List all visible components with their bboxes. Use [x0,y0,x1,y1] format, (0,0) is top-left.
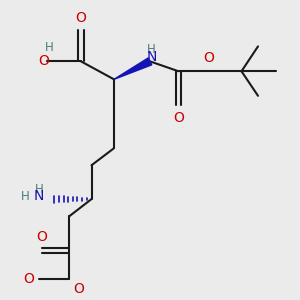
Polygon shape [114,58,152,79]
Text: N: N [33,189,44,203]
Text: O: O [203,51,214,65]
Text: H: H [21,190,30,202]
Text: H: H [45,41,54,54]
Text: O: O [76,11,86,26]
Text: N: N [146,50,157,64]
Text: O: O [39,54,50,68]
Text: O: O [173,111,184,125]
Text: O: O [74,282,84,296]
Text: O: O [37,230,47,244]
Text: O: O [24,272,34,286]
Text: H: H [35,183,44,196]
Text: H: H [147,44,156,56]
